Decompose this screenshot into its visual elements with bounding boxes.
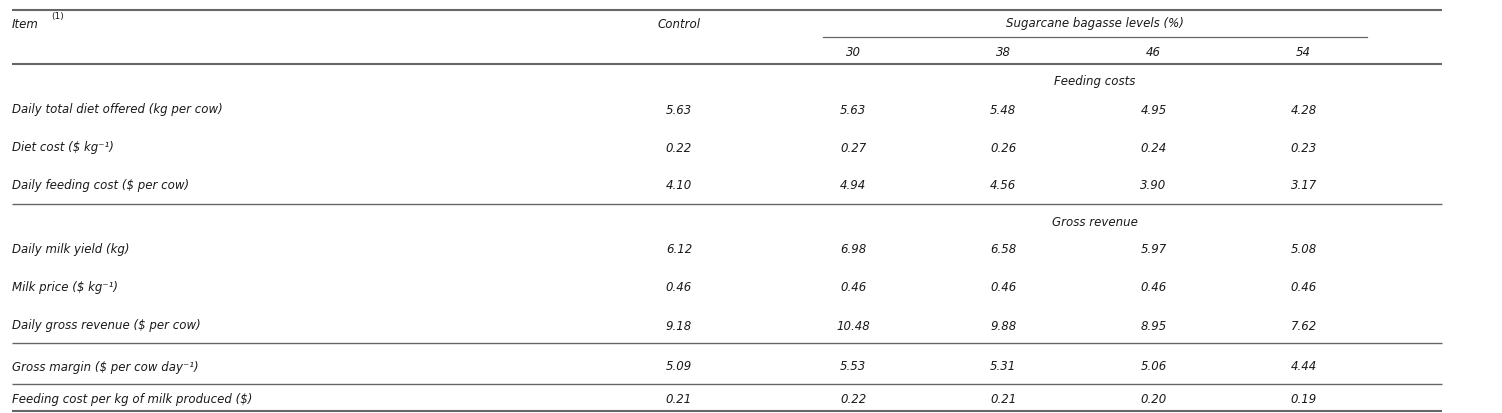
Text: Sugarcane bagasse levels (%): Sugarcane bagasse levels (%) <box>1006 17 1184 31</box>
Text: 6.58: 6.58 <box>990 243 1017 256</box>
Text: 5.63: 5.63 <box>840 103 867 116</box>
Text: 0.26: 0.26 <box>990 141 1017 154</box>
Text: 7.62: 7.62 <box>1290 319 1317 332</box>
Text: 0.21: 0.21 <box>990 392 1017 406</box>
Text: 0.20: 0.20 <box>1140 392 1167 406</box>
Text: 0.46: 0.46 <box>840 281 867 294</box>
Text: 0.46: 0.46 <box>1290 281 1317 294</box>
Text: 5.09: 5.09 <box>665 360 692 373</box>
Text: 5.63: 5.63 <box>665 103 692 116</box>
Text: 5.31: 5.31 <box>990 360 1017 373</box>
Text: Feeding costs: Feeding costs <box>1054 75 1136 88</box>
Text: 0.24: 0.24 <box>1140 141 1167 154</box>
Text: 0.21: 0.21 <box>665 392 692 406</box>
Text: 0.22: 0.22 <box>665 141 692 154</box>
Text: Diet cost ($ kg⁻¹): Diet cost ($ kg⁻¹) <box>12 141 114 154</box>
Text: 4.56: 4.56 <box>990 179 1017 192</box>
Text: 4.95: 4.95 <box>1140 103 1167 116</box>
Text: 9.88: 9.88 <box>990 319 1017 332</box>
Text: 8.95: 8.95 <box>1140 319 1167 332</box>
Text: 5.08: 5.08 <box>1290 243 1317 256</box>
Text: 0.23: 0.23 <box>1290 141 1317 154</box>
Text: Gross margin ($ per cow day⁻¹): Gross margin ($ per cow day⁻¹) <box>12 360 198 373</box>
Text: Daily feeding cost ($ per cow): Daily feeding cost ($ per cow) <box>12 179 189 192</box>
Text: 0.22: 0.22 <box>840 392 867 406</box>
Text: (1): (1) <box>51 12 63 21</box>
Text: 30: 30 <box>846 45 861 58</box>
Text: 4.44: 4.44 <box>1290 360 1317 373</box>
Text: 10.48: 10.48 <box>837 319 870 332</box>
Text: 4.10: 4.10 <box>665 179 692 192</box>
Text: 3.17: 3.17 <box>1290 179 1317 192</box>
Text: 0.46: 0.46 <box>1140 281 1167 294</box>
Text: 9.18: 9.18 <box>665 319 692 332</box>
Text: 5.06: 5.06 <box>1140 360 1167 373</box>
Text: 4.28: 4.28 <box>1290 103 1317 116</box>
Text: 0.46: 0.46 <box>665 281 692 294</box>
Text: 4.94: 4.94 <box>840 179 867 192</box>
Text: Daily gross revenue ($ per cow): Daily gross revenue ($ per cow) <box>12 319 201 332</box>
Text: 46: 46 <box>1146 45 1161 58</box>
Text: Daily milk yield (kg): Daily milk yield (kg) <box>12 243 129 256</box>
Text: Control: Control <box>658 17 700 31</box>
Text: 0.46: 0.46 <box>990 281 1017 294</box>
Text: Feeding cost per kg of milk produced ($): Feeding cost per kg of milk produced ($) <box>12 392 252 406</box>
Text: Daily total diet offered (kg per cow): Daily total diet offered (kg per cow) <box>12 103 222 116</box>
Text: 5.53: 5.53 <box>840 360 867 373</box>
Text: 5.97: 5.97 <box>1140 243 1167 256</box>
Text: 6.12: 6.12 <box>665 243 692 256</box>
Text: 5.48: 5.48 <box>990 103 1017 116</box>
Text: 38: 38 <box>996 45 1011 58</box>
Text: 6.98: 6.98 <box>840 243 867 256</box>
Text: Milk price ($ kg⁻¹): Milk price ($ kg⁻¹) <box>12 281 119 294</box>
Text: 54: 54 <box>1296 45 1311 58</box>
Text: 3.90: 3.90 <box>1140 179 1167 192</box>
Text: Item: Item <box>12 17 39 31</box>
Text: Gross revenue: Gross revenue <box>1051 215 1139 228</box>
Text: 0.19: 0.19 <box>1290 392 1317 406</box>
Text: 0.27: 0.27 <box>840 141 867 154</box>
